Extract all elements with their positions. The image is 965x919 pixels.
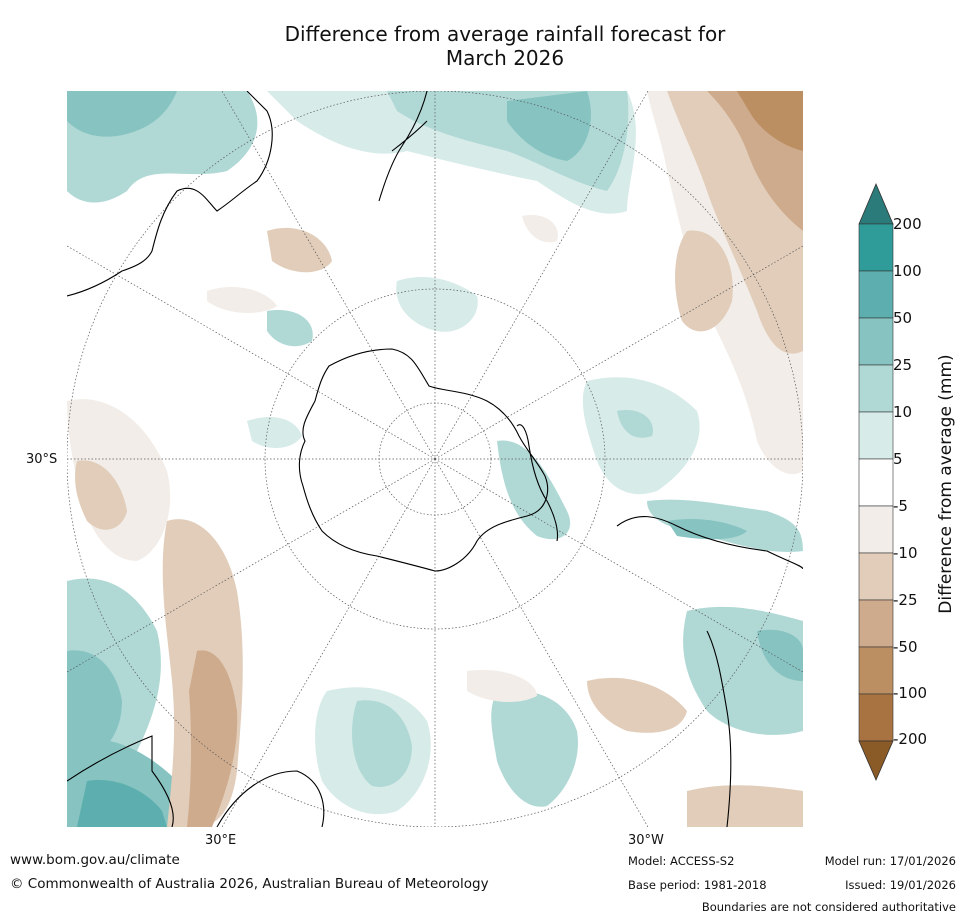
cbar-tick-5: 5 bbox=[893, 450, 903, 468]
colorbar bbox=[856, 182, 896, 782]
new-zealand-coast bbox=[378, 91, 428, 202]
model-text: Model: ACCESS-S2 bbox=[628, 854, 735, 868]
issued-text: Issued: 19/01/2026 bbox=[845, 878, 956, 892]
cbar-band-m10 bbox=[858, 552, 894, 601]
graticule bbox=[67, 91, 803, 827]
cbar-band-m5 bbox=[858, 505, 894, 554]
cbar-tick-100: 100 bbox=[893, 262, 922, 280]
base-period-text: Base period: 1981-2018 bbox=[628, 878, 767, 892]
colorbar-over-triangle bbox=[858, 182, 894, 225]
south-america-coast bbox=[616, 515, 803, 827]
cbar-tick-10: 10 bbox=[893, 403, 913, 421]
dry-anomaly-regions bbox=[67, 91, 803, 827]
cbar-tick-m10: -10 bbox=[893, 544, 918, 562]
cbar-tick-m100: -100 bbox=[893, 684, 928, 702]
cbar-tick-200: 200 bbox=[893, 215, 922, 233]
cbar-band-25 bbox=[858, 364, 894, 413]
colorbar-graphic bbox=[858, 182, 894, 782]
cbar-band-m25 bbox=[858, 599, 894, 648]
disclaimer-text: Boundaries are not considered authoritat… bbox=[701, 900, 956, 914]
map-canvas bbox=[67, 91, 803, 827]
cbar-tick-m50: -50 bbox=[893, 638, 918, 656]
cbar-band-200 bbox=[858, 223, 894, 272]
cbar-tick-m25: -25 bbox=[893, 591, 918, 609]
cbar-band-5 bbox=[858, 458, 894, 507]
cbar-band-10 bbox=[858, 411, 894, 460]
polar-map[interactable] bbox=[67, 91, 803, 827]
cbar-band-m100 bbox=[858, 693, 894, 742]
title-line-1: Difference from average rainfall forecas… bbox=[284, 22, 726, 46]
cbar-tick-25: 25 bbox=[893, 356, 913, 374]
cbar-band-100 bbox=[858, 270, 894, 319]
title-line-2: March 2026 bbox=[445, 46, 565, 70]
bom-url-link[interactable]: www.bom.gov.au/climate bbox=[10, 852, 180, 868]
africa-coast bbox=[67, 735, 325, 827]
wet-anomaly-regions bbox=[67, 91, 803, 827]
cbar-tick-m200: -200 bbox=[893, 730, 928, 748]
lon-label-30w: 30°W bbox=[628, 833, 664, 848]
cbar-tick-50: 50 bbox=[893, 309, 913, 327]
coastlines bbox=[67, 91, 803, 827]
australia-coast bbox=[67, 91, 273, 297]
antarctica-coast bbox=[298, 348, 549, 572]
cbar-tick-m5: -5 bbox=[893, 497, 908, 515]
model-run-text: Model run: 17/01/2026 bbox=[824, 854, 956, 868]
copyright-text: © Commonwealth of Australia 2026, Austra… bbox=[10, 876, 489, 892]
lat-label-30s: 30°S bbox=[26, 452, 58, 467]
cbar-band-m50 bbox=[858, 646, 894, 695]
lon-label-30e: 30°E bbox=[205, 833, 237, 848]
cbar-band-50 bbox=[858, 317, 894, 366]
antarctic-peninsula-coast bbox=[516, 424, 559, 542]
colorbar-under-triangle bbox=[858, 740, 894, 782]
colorbar-title: Difference from average (mm) bbox=[936, 354, 956, 614]
map-title: Difference from average rainfall forecas… bbox=[180, 22, 830, 70]
